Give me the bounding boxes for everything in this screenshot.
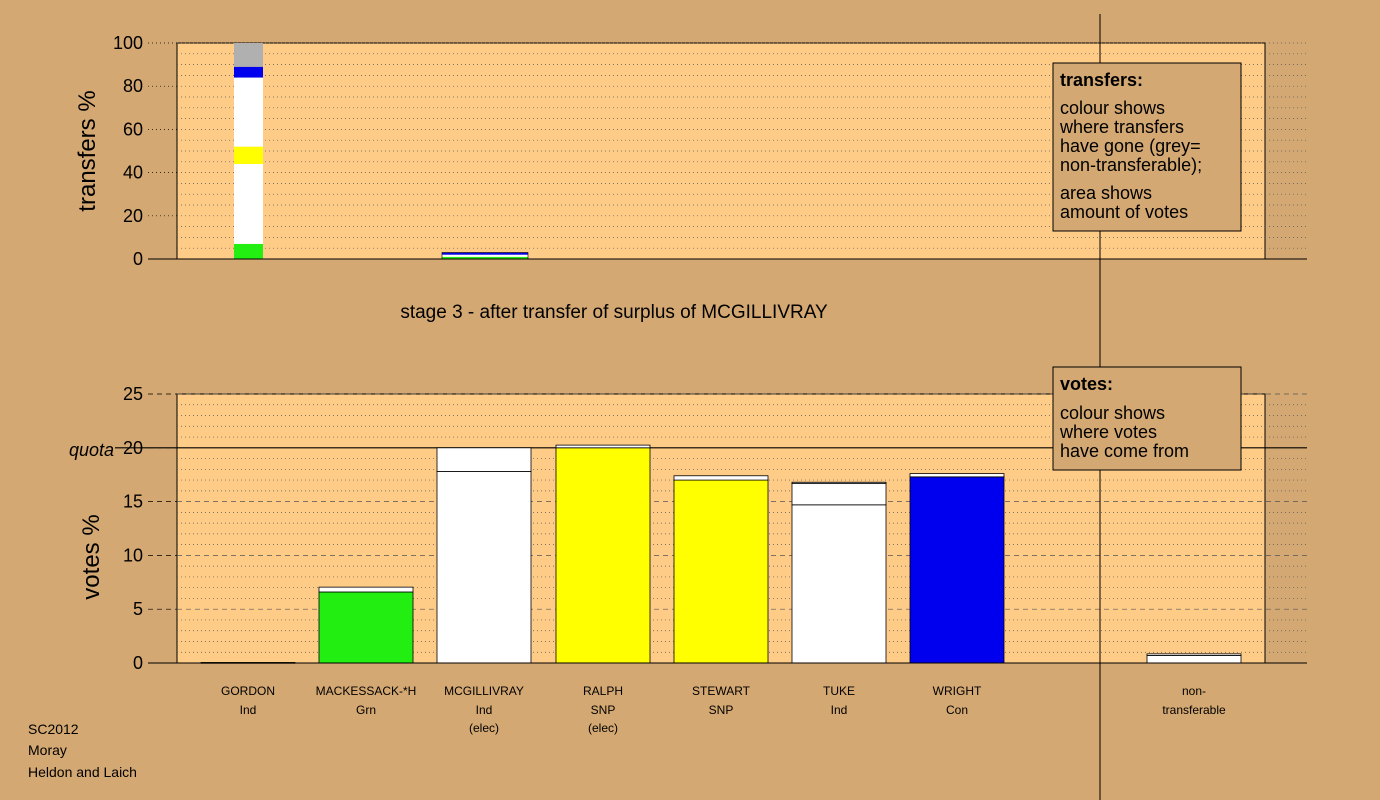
- stage-title: stage 3 - after transfer of surplus of M…: [400, 302, 828, 323]
- transfers-tick-label: 100: [113, 33, 143, 53]
- candidate-name: RALPH: [583, 684, 623, 698]
- votes-bar-segment: [791, 482, 887, 506]
- votes-legend-box: [1052, 366, 1242, 471]
- nontransferable-segment: [1146, 653, 1242, 656]
- transfers-bars: [234, 43, 529, 260]
- candidate-party: SNP: [709, 703, 734, 717]
- votes-bar-segment: [436, 447, 532, 472]
- transfers-surplus-segment: [442, 256, 528, 259]
- candidate-name: STEWART: [692, 684, 751, 698]
- candidate-party: Ind: [240, 703, 257, 717]
- candidate-name: GORDON: [221, 684, 275, 698]
- votes-y-ticks: 0 5 10 15 20 25: [123, 384, 177, 673]
- candidate-party: Con: [946, 703, 968, 717]
- votes-bar-segment: [555, 444, 651, 449]
- transfers-segment: [234, 43, 263, 67]
- votes-legend: votes: colour shows where votes have com…: [1052, 366, 1242, 471]
- votes-legend-line: colour shows: [1060, 403, 1165, 423]
- transfers-segment: [234, 66, 263, 78]
- transfers-y-ticks: 0 20 40 60 80 100: [113, 33, 177, 269]
- votes-legend-line: where votes: [1059, 422, 1157, 442]
- votes-tick-label: 20: [123, 438, 143, 458]
- candidate-party: Grn: [356, 703, 376, 717]
- votes-tick-label: 25: [123, 384, 143, 404]
- transfers-tick-label: 80: [123, 76, 143, 96]
- votes-bar-segment: [555, 447, 651, 664]
- votes-bar-segment: [791, 504, 887, 664]
- transfers-gridlines: [177, 42, 1307, 249]
- votes-bar-segment: [318, 586, 414, 593]
- candidate-name: TUKE: [823, 684, 855, 698]
- transfers-surplus-segment: [442, 252, 528, 255]
- transfers-legend-line: amount of votes: [1060, 202, 1188, 222]
- transfers-legend-line: have gone (grey=: [1060, 136, 1201, 156]
- transfers-legend-line: where transfers: [1059, 117, 1184, 137]
- candidate-party: Ind: [476, 703, 493, 717]
- votes-bar-segment: [673, 475, 769, 481]
- candidate-name: MCGILLIVRAY: [444, 684, 524, 698]
- transfers-tick-label: 60: [123, 119, 143, 139]
- votes-legend-title: votes:: [1060, 374, 1113, 394]
- votes-panel: 0 5 10 15 20 25 GORDON Ind MACKESSACK-*H Grn MCGI…: [69, 384, 1307, 735]
- votes-tick-label: 5: [133, 599, 143, 619]
- votes-tick-label: 0: [133, 653, 143, 673]
- votes-bar-segment: [791, 481, 887, 484]
- transfers-legend-line: non-transferable);: [1060, 155, 1202, 175]
- transfers-segment: [234, 77, 263, 147]
- votes-bars: [200, 444, 1242, 664]
- votes-bar-segment: [436, 471, 532, 664]
- candidate-status: (elec): [469, 721, 499, 735]
- candidate-status: (elec): [588, 721, 618, 735]
- votes-bar-segment: [909, 476, 1005, 664]
- transfers-legend-title: transfers:: [1060, 70, 1143, 90]
- transfers-legend: transfers: colour shows where transfers …: [1052, 62, 1242, 232]
- transfers-surplus-segment: [442, 254, 528, 257]
- footer-line: SC2012: [28, 721, 79, 737]
- transfers-legend-line: colour shows: [1060, 98, 1165, 118]
- quota-label: quota: [69, 440, 114, 460]
- transfers-legend-box: [1052, 62, 1242, 232]
- votes-y-axis-label: votes %: [78, 514, 105, 599]
- candidate-party: SNP: [591, 703, 616, 717]
- transfers-tick-label: 40: [123, 163, 143, 183]
- transfers-tick-label: 20: [123, 206, 143, 226]
- footer: SC2012 Moray Heldon and Laich: [28, 721, 137, 780]
- footer-line: Heldon and Laich: [28, 764, 137, 780]
- votes-legend-line: have come from: [1060, 441, 1189, 461]
- transfers-legend-line: area shows: [1060, 183, 1152, 203]
- votes-bar-segment: [318, 591, 414, 664]
- transfers-y-axis-label: transfers %: [74, 90, 101, 211]
- candidate-name: MACKESSACK-*H: [316, 684, 417, 698]
- candidate-name: WRIGHT: [933, 684, 982, 698]
- transfers-segment: [234, 163, 263, 244]
- nontransferable-segment: [1146, 655, 1242, 664]
- votes-bar-segment: [909, 473, 1005, 478]
- transfers-tick-label: 0: [133, 249, 143, 269]
- candidate-party: Ind: [831, 703, 848, 717]
- nontransferable-label: non-: [1182, 684, 1206, 698]
- votes-tick-label: 10: [123, 545, 143, 565]
- candidate-labels: GORDON Ind MACKESSACK-*H Grn MCGILLIVRAY Ind (…: [221, 684, 1226, 735]
- nontransferable-label: transferable: [1162, 703, 1226, 717]
- transfers-segment: [234, 146, 263, 164]
- transfers-segment: [234, 243, 263, 259]
- votes-tick-label: 15: [123, 492, 143, 512]
- votes-bar-segment: [673, 479, 769, 664]
- footer-line: Moray: [28, 742, 67, 758]
